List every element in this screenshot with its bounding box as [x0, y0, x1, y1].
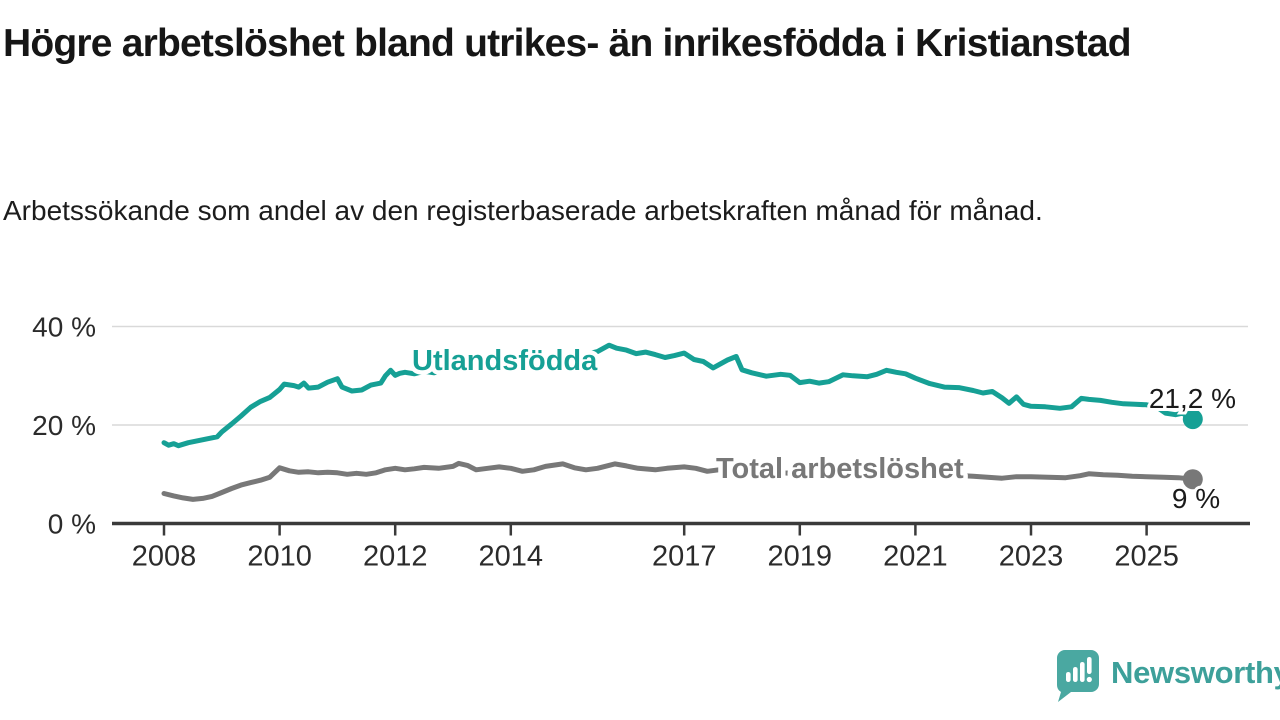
newsworthy-logo-icon — [1056, 650, 1099, 702]
chart-area: 0 % 20 % 40 % 2008 2010 2012 2014 2017 2019 2021 2… — [0, 295, 1280, 595]
x-axis-tick-label: 2008 — [132, 541, 197, 573]
series-line-total — [161, 460, 1196, 502]
page-title: Högre arbetslöshet bland utrikes- än inr… — [3, 22, 1132, 65]
logo-bar-1 — [1066, 672, 1071, 682]
x-axis-tick-label: 2010 — [247, 541, 312, 573]
logo-exclamation-dot — [1086, 676, 1092, 683]
line-chart: 0 % 20 % 40 % 2008 2010 2012 2014 2017 2019 2021 2… — [32, 312, 1250, 573]
series-end-value-total: 9 % — [1172, 483, 1220, 514]
x-axis-tick-label: 2014 — [479, 541, 544, 573]
page-subtitle: Arbetssökande som andel av den registerb… — [3, 195, 1043, 226]
x-axis-tick-label: 2021 — [883, 541, 948, 573]
series-label-utlandsfodda: Utlandsfödda — [412, 345, 598, 377]
brand-name: Newsworthy — [1111, 655, 1280, 690]
series-line-utlandsfodda — [161, 342, 1196, 449]
x-axis-tick-label: 2019 — [768, 541, 833, 573]
series-end-dot-total — [1182, 469, 1203, 490]
series-label-total: Total arbetslöshet — [716, 453, 964, 485]
brand-footer: Newsworthy — [1053, 648, 1280, 708]
logo-bar-2 — [1073, 667, 1078, 682]
y-axis-tick-label: 40 % — [32, 312, 96, 343]
x-axis-tick-label: 2012 — [363, 541, 428, 573]
speech-bubble-shape — [1056, 650, 1099, 702]
y-axis-tick-label: 0 % — [48, 509, 96, 540]
logo-exclamation-bar — [1087, 657, 1092, 674]
series-end-dot-utlandsfodda — [1182, 409, 1203, 430]
x-axis-tick-label: 2023 — [999, 541, 1064, 573]
x-axis-tick-label: 2025 — [1114, 541, 1179, 573]
x-axis-tick-label: 2017 — [652, 541, 717, 573]
series-end-value-utlandsfodda: 21,2 % — [1149, 383, 1236, 414]
y-axis-tick-label: 20 % — [32, 410, 96, 441]
logo-bar-3 — [1080, 662, 1085, 682]
